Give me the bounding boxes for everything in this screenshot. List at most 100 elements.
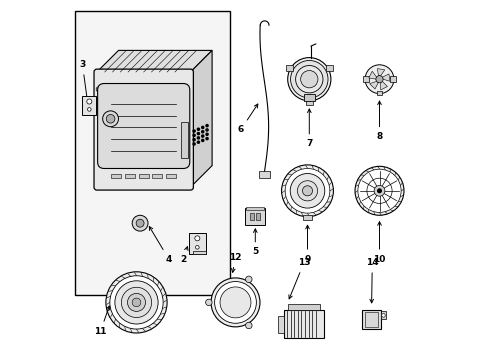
Bar xyxy=(256,213,260,220)
Polygon shape xyxy=(369,81,378,89)
Circle shape xyxy=(211,278,260,327)
Circle shape xyxy=(197,132,199,135)
Circle shape xyxy=(289,174,324,208)
Bar xyxy=(111,174,121,178)
Bar xyxy=(188,233,205,254)
Bar xyxy=(258,171,269,178)
Circle shape xyxy=(205,129,208,131)
Bar xyxy=(362,76,368,82)
Circle shape xyxy=(295,66,322,93)
Circle shape xyxy=(193,134,195,136)
Circle shape xyxy=(121,287,151,318)
Circle shape xyxy=(357,169,400,212)
Circle shape xyxy=(297,181,317,201)
Circle shape xyxy=(205,299,212,306)
Text: 7: 7 xyxy=(305,109,312,148)
Text: 9: 9 xyxy=(304,225,310,264)
Circle shape xyxy=(106,272,167,333)
Bar xyxy=(362,310,380,329)
Bar xyxy=(277,316,284,333)
Circle shape xyxy=(201,126,203,129)
Circle shape xyxy=(201,135,203,137)
Bar xyxy=(325,65,332,71)
Bar xyxy=(376,91,382,95)
Bar xyxy=(303,215,311,220)
Circle shape xyxy=(195,246,199,249)
Text: 8: 8 xyxy=(376,101,382,141)
Circle shape xyxy=(285,168,329,213)
Text: 11: 11 xyxy=(94,306,110,336)
Circle shape xyxy=(106,114,115,123)
Circle shape xyxy=(87,108,91,111)
Text: 12: 12 xyxy=(229,253,241,272)
Circle shape xyxy=(87,99,92,104)
FancyBboxPatch shape xyxy=(244,208,265,225)
Circle shape xyxy=(290,60,327,98)
Circle shape xyxy=(205,125,208,127)
Text: 2: 2 xyxy=(180,247,188,264)
Text: 1: 1 xyxy=(147,305,154,315)
Circle shape xyxy=(193,139,195,141)
Circle shape xyxy=(381,314,385,317)
Bar xyxy=(152,174,162,178)
Circle shape xyxy=(245,276,251,283)
Bar xyxy=(249,213,253,220)
Polygon shape xyxy=(190,50,212,187)
Circle shape xyxy=(375,76,382,83)
Circle shape xyxy=(96,87,101,92)
Circle shape xyxy=(136,219,144,227)
Bar xyxy=(82,96,96,115)
Circle shape xyxy=(110,276,163,329)
Circle shape xyxy=(193,130,195,132)
Polygon shape xyxy=(380,81,386,90)
Text: 3: 3 xyxy=(79,60,90,111)
Circle shape xyxy=(245,322,251,329)
Circle shape xyxy=(365,65,393,94)
Bar xyxy=(284,310,323,338)
Circle shape xyxy=(197,137,199,139)
Circle shape xyxy=(300,71,317,88)
Polygon shape xyxy=(382,74,389,81)
Circle shape xyxy=(201,131,203,133)
Bar xyxy=(389,76,395,82)
Bar xyxy=(303,94,314,101)
Bar xyxy=(75,11,230,295)
Circle shape xyxy=(115,281,158,324)
Bar xyxy=(246,207,264,210)
Bar xyxy=(125,174,135,178)
Circle shape xyxy=(132,298,141,307)
Polygon shape xyxy=(97,50,212,72)
Circle shape xyxy=(205,133,208,135)
Circle shape xyxy=(214,282,256,323)
Bar xyxy=(139,174,148,178)
Circle shape xyxy=(302,186,312,196)
Bar xyxy=(287,304,320,310)
Circle shape xyxy=(132,215,148,231)
Circle shape xyxy=(205,138,208,140)
Circle shape xyxy=(281,165,333,217)
Circle shape xyxy=(197,128,199,130)
Circle shape xyxy=(193,143,195,145)
Circle shape xyxy=(127,293,145,311)
Text: 10: 10 xyxy=(372,222,385,264)
Text: 4: 4 xyxy=(149,226,172,264)
Circle shape xyxy=(377,189,381,193)
FancyBboxPatch shape xyxy=(94,69,193,190)
Text: 13: 13 xyxy=(288,258,309,299)
Text: 5: 5 xyxy=(252,229,258,256)
Circle shape xyxy=(220,287,250,318)
Text: 14: 14 xyxy=(365,258,378,303)
Bar xyxy=(364,312,378,327)
Circle shape xyxy=(354,166,403,215)
FancyBboxPatch shape xyxy=(98,84,189,168)
Bar xyxy=(193,251,205,254)
Circle shape xyxy=(201,139,203,141)
Polygon shape xyxy=(368,71,376,79)
Circle shape xyxy=(197,141,199,143)
Bar xyxy=(181,122,187,158)
Bar xyxy=(305,99,312,105)
Circle shape xyxy=(194,236,200,241)
Circle shape xyxy=(287,58,330,101)
Circle shape xyxy=(102,111,118,127)
Text: 6: 6 xyxy=(237,104,257,134)
